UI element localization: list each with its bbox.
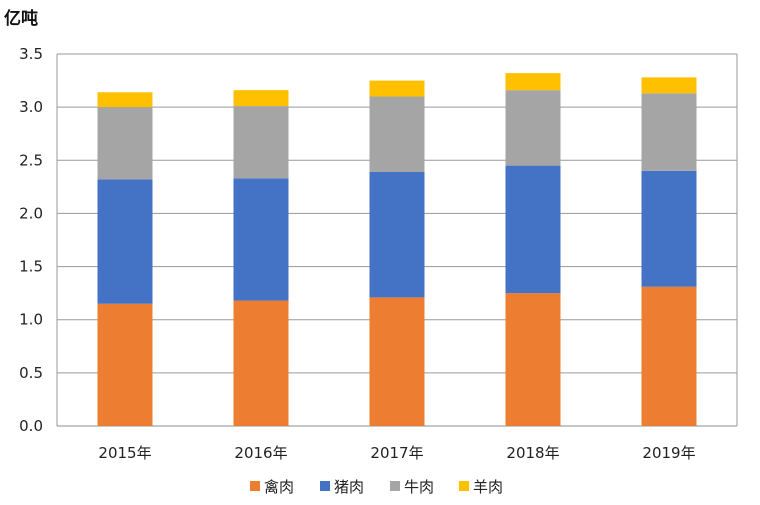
bar-segment-2016年-牛肉 <box>233 106 289 179</box>
bar-segment-2017年-猪肉 <box>369 171 425 298</box>
bar-segment-2015年-禽肉 <box>97 303 153 426</box>
bar-segment-2019年-禽肉 <box>641 286 697 426</box>
bar-segment-2019年-猪肉 <box>641 170 697 287</box>
legend-swatch-牛肉 <box>390 481 400 491</box>
y-tick-label: 2.0 <box>19 204 43 222</box>
bar-segment-2017年-羊肉 <box>369 80 425 97</box>
bar-segment-2018年-禽肉 <box>505 293 561 426</box>
legend-label: 牛肉 <box>404 478 434 496</box>
bar-segment-2018年-牛肉 <box>505 90 561 166</box>
y-tick-label: 2.5 <box>19 151 43 169</box>
y-tick-label: 0.0 <box>19 417 43 435</box>
x-tick-label: 2016年 <box>234 444 287 462</box>
bar-segment-2018年-猪肉 <box>505 165 561 294</box>
x-tick-label: 2018年 <box>506 444 559 462</box>
bar-segment-2015年-猪肉 <box>97 179 153 304</box>
bar-segment-2015年-牛肉 <box>97 107 153 180</box>
bar-segment-2016年-禽肉 <box>233 300 289 426</box>
y-tick-label: 1.0 <box>19 311 43 329</box>
bar-segment-2019年-牛肉 <box>641 93 697 171</box>
bar-segment-2016年-猪肉 <box>233 178 289 301</box>
bar-segment-2019年-羊肉 <box>641 77 697 94</box>
legend-swatch-禽肉 <box>250 481 260 491</box>
bar-segment-2017年-禽肉 <box>369 297 425 426</box>
bar-segment-2018年-羊肉 <box>505 73 561 91</box>
bar-segment-2015年-羊肉 <box>97 92 153 108</box>
legend-label: 羊肉 <box>473 478 503 496</box>
legend-swatch-猪肉 <box>320 481 330 491</box>
x-tick-label: 2019年 <box>642 444 695 462</box>
bar-segment-2017年-牛肉 <box>369 96 425 172</box>
legend-swatch-羊肉 <box>459 481 469 491</box>
legend-label: 猪肉 <box>334 478 364 496</box>
x-tick-label: 2015年 <box>98 444 151 462</box>
y-tick-label: 1.5 <box>19 258 43 276</box>
x-tick-label: 2017年 <box>370 444 423 462</box>
y-tick-label: 3.0 <box>19 98 43 116</box>
legend-label: 禽肉 <box>264 478 294 496</box>
y-axis-unit-label: 亿吨 <box>4 8 38 29</box>
y-tick-label: 0.5 <box>19 364 43 382</box>
bar-segment-2016年-羊肉 <box>233 90 289 107</box>
y-tick-label: 3.5 <box>19 45 43 63</box>
